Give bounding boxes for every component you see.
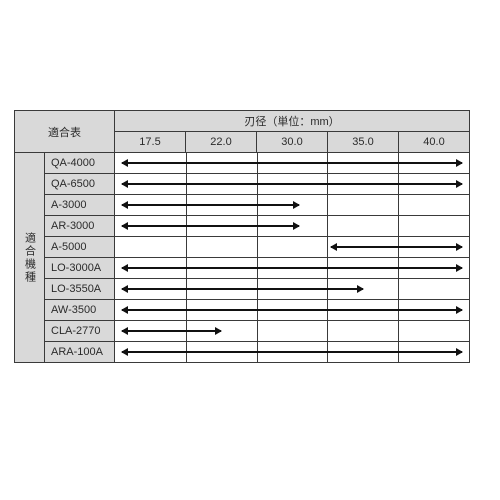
model-label: A-3000	[45, 195, 115, 216]
corner-title-text: 適合表	[48, 127, 81, 139]
model-label: AR-3000	[45, 216, 115, 237]
compat-table: 適合表 刃径（単位：mm） 17.522.030.035.040.0 適合機種Q…	[14, 110, 470, 363]
corner-title: 適合表	[15, 111, 115, 153]
range-cell	[115, 174, 470, 195]
range-arrow	[115, 258, 469, 278]
model-label: CLA-2770	[45, 321, 115, 342]
model-label: LO-3550A	[45, 279, 115, 300]
range-arrow	[115, 195, 469, 215]
range-arrow	[115, 300, 469, 320]
diam-col-1: 22.0	[186, 132, 257, 153]
range-cell	[115, 300, 470, 321]
model-label: QA-4000	[45, 153, 115, 174]
model-label: AW-3500	[45, 300, 115, 321]
range-cell	[115, 321, 470, 342]
diam-col-2: 30.0	[257, 132, 328, 153]
side-label: 適合機種	[15, 153, 45, 363]
model-label: QA-6500	[45, 174, 115, 195]
range-cell	[115, 195, 470, 216]
range-cell	[115, 279, 470, 300]
diam-col-3: 35.0	[328, 132, 399, 153]
range-cell	[115, 258, 470, 279]
col-group-header-text: 刃径（単位：mm）	[244, 116, 339, 128]
range-arrow	[115, 174, 469, 194]
range-cell	[115, 216, 470, 237]
col-group-header: 刃径（単位：mm）	[115, 111, 470, 132]
range-cell	[115, 237, 470, 258]
range-arrow	[115, 279, 469, 299]
range-arrow	[115, 321, 469, 341]
range-arrow	[115, 342, 469, 362]
diam-col-4: 40.0	[399, 132, 470, 153]
range-cell	[115, 342, 470, 363]
model-label: LO-3000A	[45, 258, 115, 279]
range-arrow	[115, 237, 469, 257]
range-arrow	[115, 216, 469, 236]
diam-col-0: 17.5	[115, 132, 186, 153]
range-cell	[115, 153, 470, 174]
model-label: A-5000	[45, 237, 115, 258]
model-label: ARA-100A	[45, 342, 115, 363]
range-arrow	[115, 153, 469, 173]
